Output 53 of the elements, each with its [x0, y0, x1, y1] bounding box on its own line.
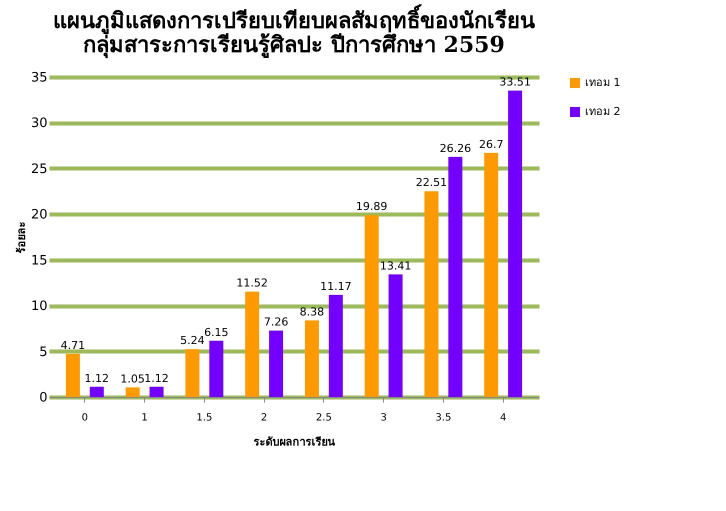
data-label: 26.26	[440, 142, 472, 155]
data-label: 33.51	[499, 76, 531, 89]
y-tick-label: 0	[39, 390, 48, 406]
bar	[304, 320, 319, 397]
x-tick-label: 2	[260, 412, 268, 424]
bar	[328, 294, 343, 397]
x-tick-label: 1	[141, 412, 148, 424]
bar	[388, 274, 403, 397]
bar	[150, 386, 164, 397]
data-label: 26.7	[478, 138, 504, 151]
y-tick-label: 30	[30, 116, 48, 132]
data-label: 6.15	[204, 326, 229, 339]
data-label: 1.05	[120, 372, 145, 386]
x-axis-title: ระดับผลการเรียน	[254, 436, 336, 448]
y-tick-label: 5	[39, 344, 48, 360]
data-label: 22.51	[416, 176, 448, 190]
data-label: 8.38	[300, 305, 324, 318]
bar	[126, 387, 140, 397]
legend-label: เทอม 1	[585, 76, 620, 89]
x-tick-label: 4	[500, 412, 506, 424]
legend-label: เทอม 2	[585, 105, 620, 118]
y-tick-label: 15	[30, 253, 48, 268]
text: กลุ่มสาระการเรียนรู้ศิลปะ ปีการศึกษา 2559	[83, 32, 505, 58]
x-tick-label: 0	[82, 412, 88, 424]
data-label: 19.89	[356, 200, 388, 214]
x-tick-label: 3.5	[435, 412, 452, 424]
bar	[90, 386, 104, 397]
data-label: 7.26	[264, 316, 288, 329]
data-label: 11.52	[236, 276, 268, 290]
x-tick-label: 2.5	[316, 412, 332, 424]
bar	[424, 191, 438, 397]
data-label: 13.41	[380, 259, 412, 272]
x-tick-label: 1.5	[196, 412, 212, 424]
y-tick-label: 20	[30, 208, 48, 223]
bar	[209, 340, 224, 397]
data-label: 1.12	[84, 372, 110, 385]
data-label: 1.12	[144, 372, 169, 385]
data-label: 5.24	[180, 334, 205, 348]
x-tick-label: 3	[380, 412, 387, 424]
bar	[364, 215, 379, 397]
y-tick-label: 35	[30, 70, 48, 86]
y-tick-label: 10	[30, 299, 48, 314]
bar	[448, 156, 462, 397]
bar	[245, 292, 260, 397]
bar	[66, 354, 80, 397]
bar	[508, 90, 522, 397]
data-label: 11.17	[320, 280, 352, 293]
bar	[484, 152, 498, 397]
data-label: 4.71	[60, 338, 86, 352]
y-tick-label: 25	[30, 162, 48, 177]
bar	[269, 330, 284, 397]
y-axis-title: ร้อยละ	[14, 222, 28, 254]
bar	[185, 349, 200, 397]
